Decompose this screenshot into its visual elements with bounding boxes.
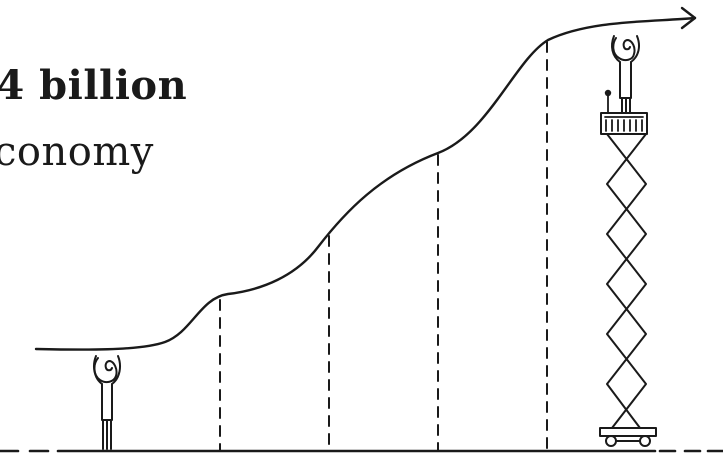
lift-base	[599, 427, 657, 437]
lift-scissor-arms	[606, 133, 647, 429]
scissor-lift	[599, 35, 657, 447]
lift-wheel-right	[639, 435, 651, 447]
headline-text: .4 billion	[0, 62, 188, 109]
curve-arrowhead	[680, 6, 697, 30]
lift-wheel-left	[605, 435, 617, 447]
person-holding-line-left	[93, 355, 121, 450]
subline-text: conomy	[0, 129, 154, 175]
growth-curve	[34, 16, 697, 351]
